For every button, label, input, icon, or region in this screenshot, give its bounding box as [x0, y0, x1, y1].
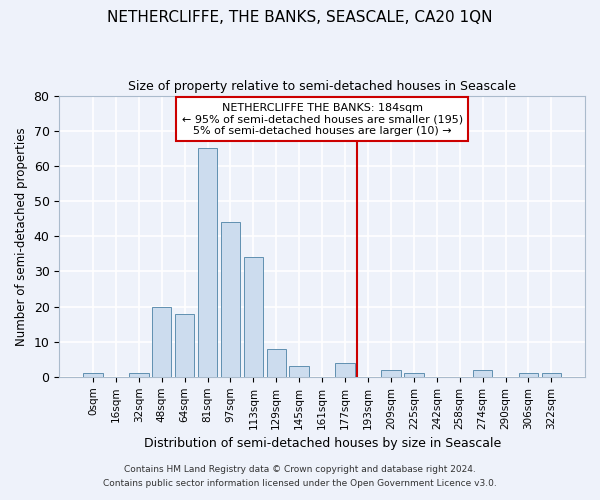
Bar	[335, 363, 355, 377]
Bar	[266, 348, 286, 377]
Bar	[381, 370, 401, 377]
Text: NETHERCLIFFE THE BANKS: 184sqm
← 95% of semi-detached houses are smaller (195)
5: NETHERCLIFFE THE BANKS: 184sqm ← 95% of …	[182, 102, 463, 136]
Bar	[198, 148, 217, 377]
Text: NETHERCLIFFE, THE BANKS, SEASCALE, CA20 1QN: NETHERCLIFFE, THE BANKS, SEASCALE, CA20 …	[107, 10, 493, 25]
Bar	[175, 314, 194, 377]
Bar	[404, 374, 424, 377]
Bar	[83, 374, 103, 377]
Title: Size of property relative to semi-detached houses in Seascale: Size of property relative to semi-detach…	[128, 80, 516, 93]
Y-axis label: Number of semi-detached properties: Number of semi-detached properties	[15, 127, 28, 346]
Bar	[129, 374, 149, 377]
Bar	[542, 374, 561, 377]
Bar	[518, 374, 538, 377]
Bar	[244, 258, 263, 377]
Text: Contains HM Land Registry data © Crown copyright and database right 2024.
Contai: Contains HM Land Registry data © Crown c…	[103, 466, 497, 487]
X-axis label: Distribution of semi-detached houses by size in Seascale: Distribution of semi-detached houses by …	[143, 437, 501, 450]
Bar	[473, 370, 493, 377]
Bar	[152, 306, 172, 377]
Bar	[289, 366, 309, 377]
Bar	[221, 222, 240, 377]
